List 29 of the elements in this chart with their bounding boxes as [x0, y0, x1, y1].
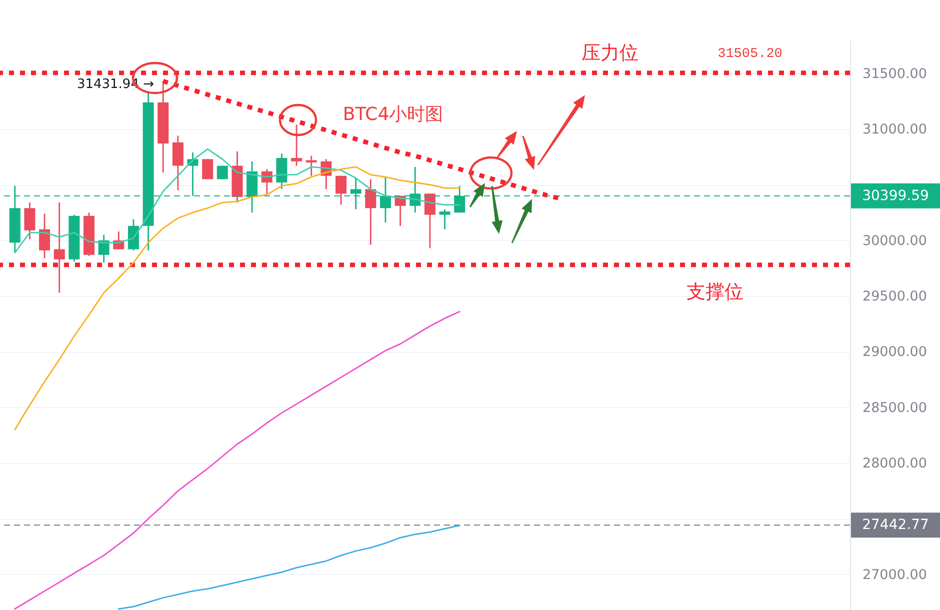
- annotation: 31505.20: [718, 46, 782, 62]
- y-tick-label: 28500.00: [862, 400, 927, 416]
- line-series: [14, 310, 460, 610]
- y-tick-label: 29000.00: [862, 344, 927, 360]
- y-tick-label: 31500.00: [862, 66, 927, 82]
- annotation: BTC4小时图: [342, 104, 444, 125]
- candlestick: [24, 202, 36, 240]
- candlestick: [424, 192, 436, 249]
- candlestick: [202, 158, 214, 180]
- candlestick: [98, 234, 110, 264]
- y-tick-label: 30000.00: [862, 232, 927, 249]
- candlestick: [306, 155, 317, 177]
- candlestick: [128, 218, 139, 252]
- candlestick: [39, 212, 50, 259]
- line-series: [118, 524, 460, 610]
- ref-line-label: 支撑位: [686, 280, 744, 303]
- candlestick: [365, 178, 376, 246]
- ref-line-label: 30399.59: [862, 188, 929, 204]
- y-tick-label: 29500.00: [862, 288, 927, 305]
- candlestick: [439, 208, 450, 230]
- ref-line-label: 27442.77: [862, 517, 929, 534]
- candlestick: [336, 175, 346, 206]
- y-tick-label: 31000.00: [862, 122, 927, 138]
- candlestick: [54, 202, 65, 294]
- y-tick-label: 28000.00: [862, 456, 927, 472]
- y-tick-label: 27000.00: [862, 566, 927, 583]
- candlestick: [291, 124, 302, 166]
- candlestick: [172, 135, 184, 191]
- ref-line-label: 压力位: [582, 42, 638, 64]
